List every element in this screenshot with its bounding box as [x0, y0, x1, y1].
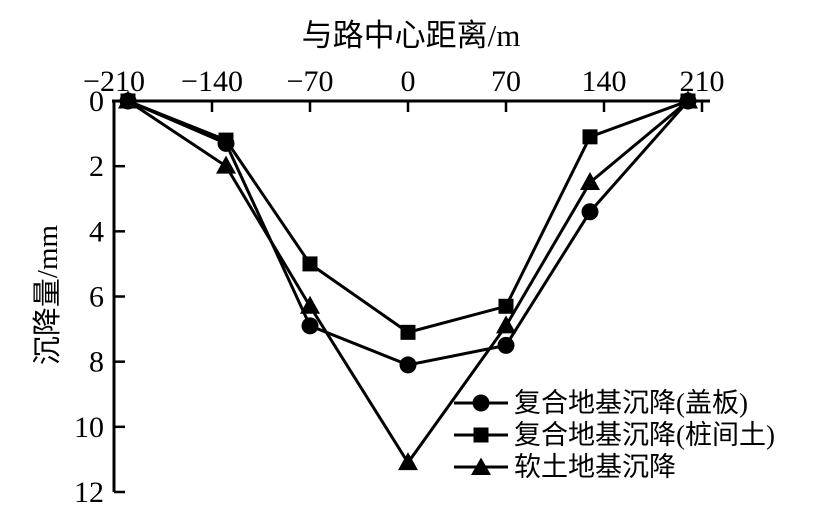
legend-label: 复合地基沉降(盖板) — [514, 388, 748, 418]
square-marker — [218, 132, 234, 148]
x-tick-label: 70 — [491, 65, 521, 98]
triangle-marker — [496, 315, 516, 334]
legend-row-composite-cover-plate: 复合地基沉降(盖板) — [454, 388, 748, 418]
y-tick-label: 8 — [89, 346, 104, 379]
triangle-marker — [118, 90, 138, 109]
triangle-marker — [678, 90, 698, 109]
square-marker — [582, 129, 598, 145]
square-marker — [498, 298, 514, 314]
y-tick-label: 2 — [89, 150, 104, 183]
square-marker — [302, 256, 318, 272]
circle-marker — [581, 203, 599, 221]
x-axis-title: 与路中心距离/m — [302, 18, 521, 53]
legend-row-soft-soil: 软土地基沉降 — [454, 452, 676, 482]
x-tick-label: −210 — [83, 65, 145, 98]
series-composite-pile-soil — [120, 93, 696, 340]
y-axis-ticks: 0 2 4 6 8 10 12 — [74, 85, 125, 509]
triangle-marker — [398, 452, 418, 471]
triangle-marker — [300, 295, 320, 314]
triangle-marker — [216, 155, 236, 174]
circle-marker — [301, 317, 319, 335]
circle-marker — [497, 336, 515, 354]
x-tick-label: −70 — [287, 65, 334, 98]
circle-marker — [399, 356, 417, 374]
square-marker — [400, 324, 416, 340]
x-tick-label: 140 — [582, 65, 627, 98]
y-tick-label: 12 — [74, 476, 104, 509]
legend-row-composite-pile-soil: 复合地基沉降(桩间土) — [454, 420, 775, 450]
series-line — [127, 99, 689, 334]
series-group — [118, 90, 698, 471]
y-axis-label: 沉降量/mm — [31, 224, 64, 365]
x-axis-ticks: −210 −140 −70 0 70 140 210 — [83, 65, 725, 112]
legend-square-marker-icon — [473, 427, 489, 443]
y-tick-label: 0 — [89, 85, 104, 118]
x-tick-label: −140 — [181, 65, 243, 98]
legend-triangle-marker-icon — [471, 457, 491, 475]
legend-label: 软土地基沉降 — [514, 452, 676, 482]
y-tick-label: 4 — [89, 215, 104, 248]
y-tick-label: 10 — [74, 411, 104, 444]
x-tick-label: 0 — [401, 65, 416, 98]
legend: 复合地基沉降(盖板) 复合地基沉降(桩间土) 软土地基沉降 — [454, 388, 775, 482]
y-tick-label: 6 — [89, 280, 104, 313]
legend-label: 复合地基沉降(桩间土) — [514, 420, 775, 450]
legend-circle-marker-icon — [472, 394, 490, 412]
series-soft-soil — [118, 90, 698, 471]
triangle-marker — [580, 171, 600, 190]
